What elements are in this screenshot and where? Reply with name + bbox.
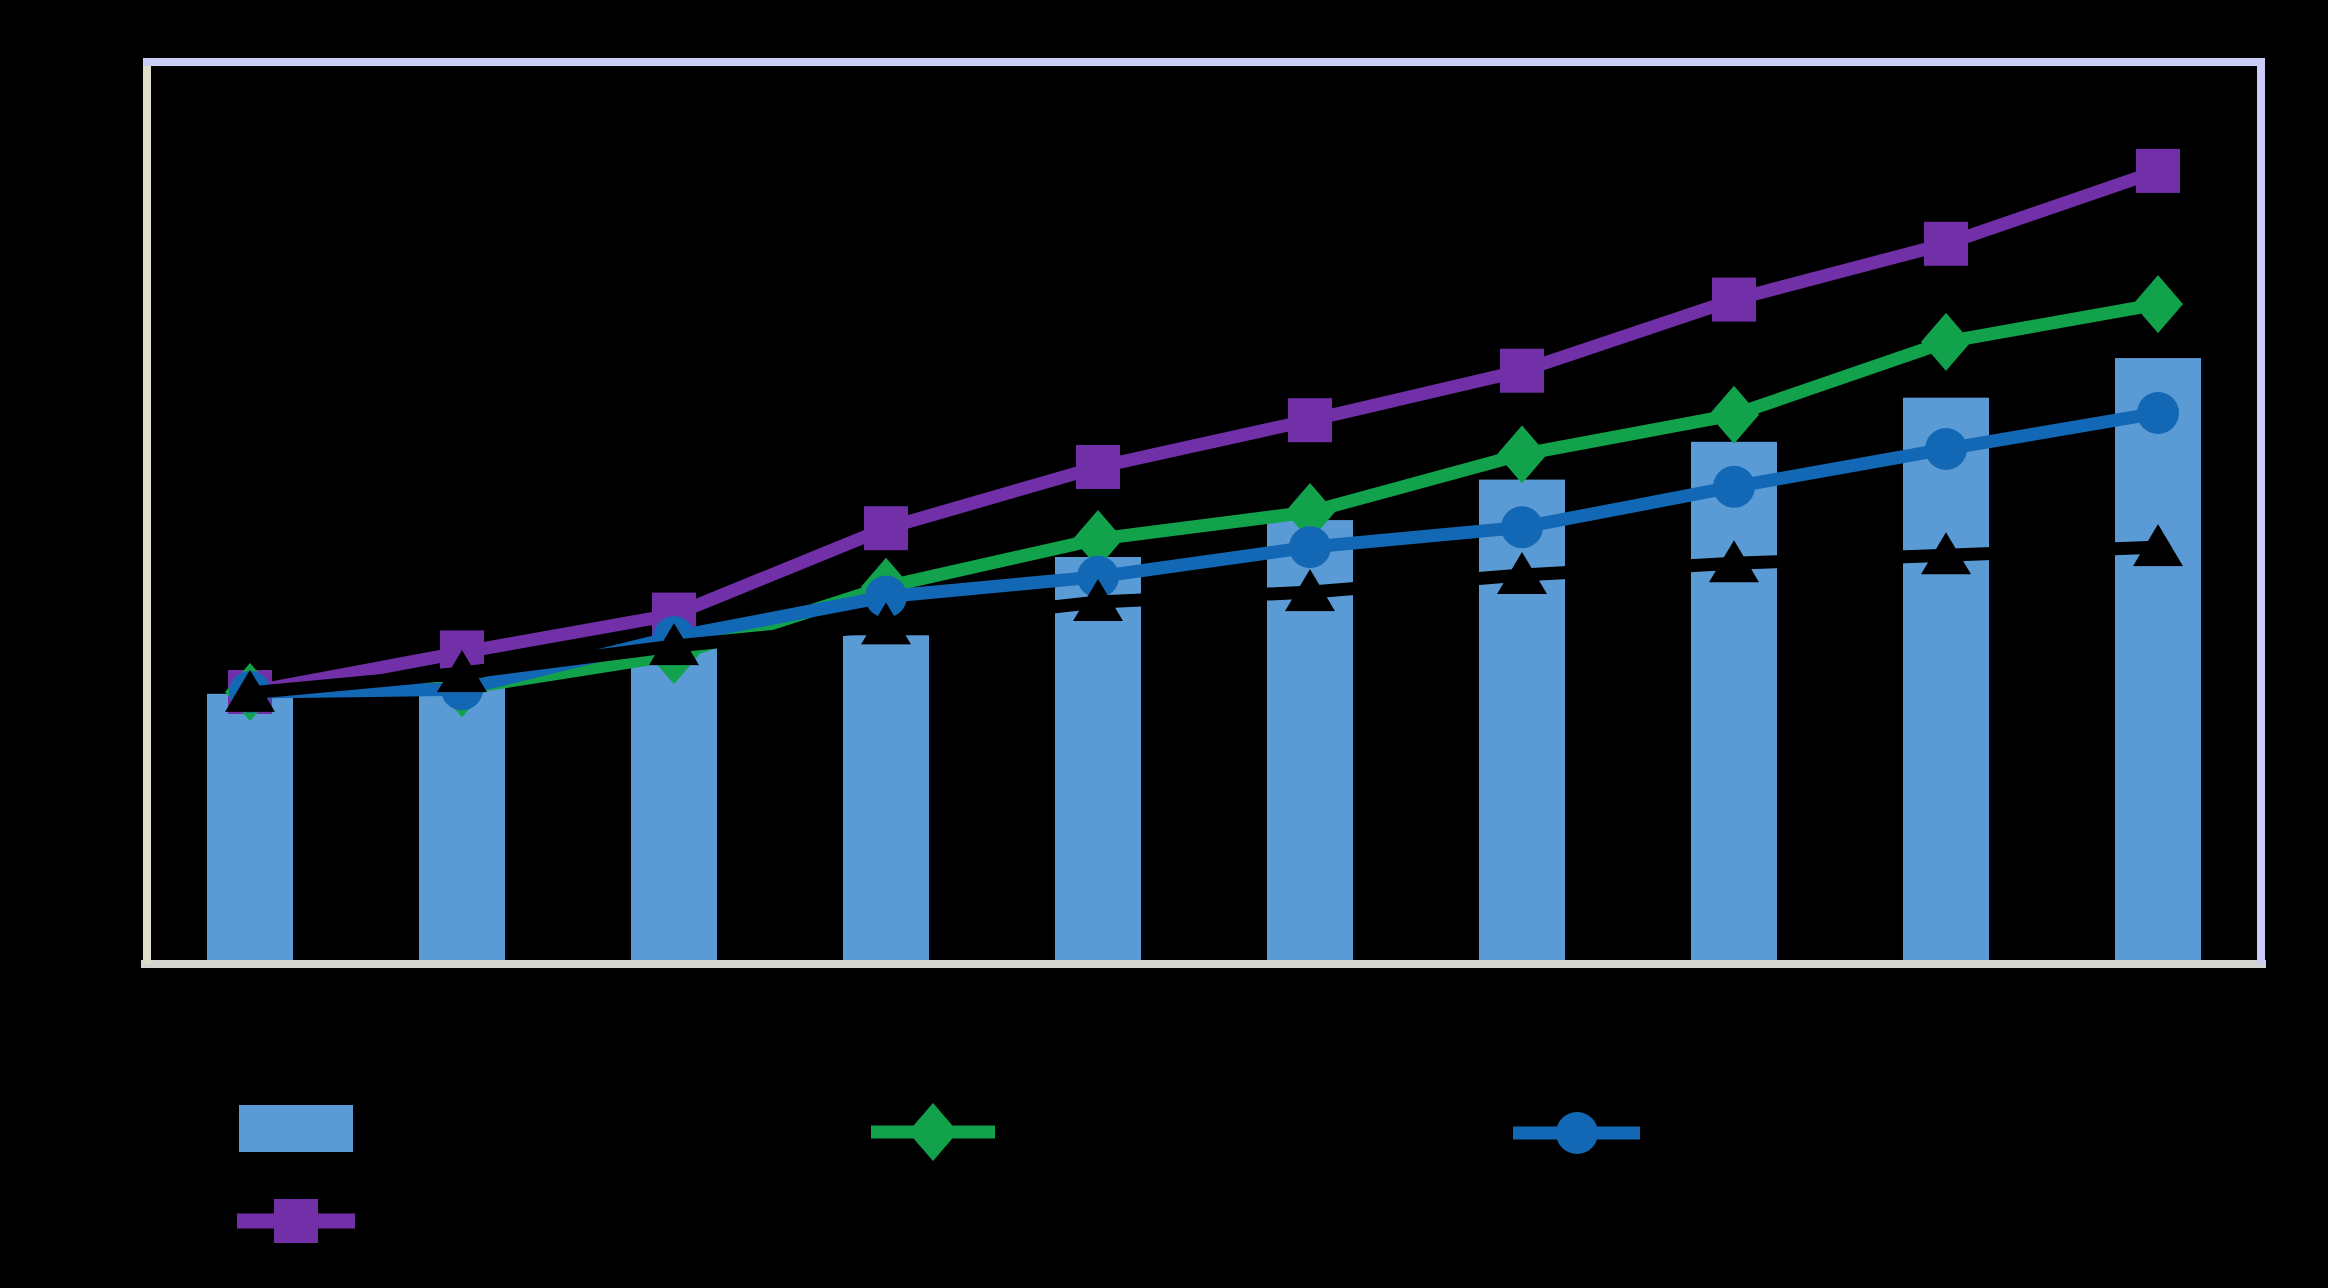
- legend-swatch-bar: [239, 1105, 353, 1152]
- diamond-marker: [1073, 510, 1123, 568]
- circle-marker: [1289, 526, 1331, 569]
- legend-item-bar-series: [239, 1105, 353, 1152]
- circle-marker: [865, 575, 907, 618]
- circle-marker: [1501, 506, 1543, 549]
- circle-marker: [1713, 465, 1755, 508]
- triangle-marker: [1285, 569, 1335, 612]
- circle-marker: [1077, 555, 1119, 598]
- diamond-marker: [1709, 385, 1759, 444]
- triangle-marker: [861, 602, 911, 645]
- square-marker: [2136, 148, 2180, 193]
- diamond-marker: [1497, 425, 1547, 484]
- diamond-marker: [2133, 275, 2183, 334]
- bar: [1055, 557, 1141, 966]
- legend-square-marker: [274, 1199, 318, 1243]
- triangle-marker: [1073, 579, 1123, 621]
- series-bar: [207, 358, 2201, 967]
- triangle-marker: [649, 623, 699, 666]
- bar: [1903, 397, 1989, 966]
- diamond-marker: [1285, 483, 1335, 541]
- triangle-marker: [1921, 532, 1971, 575]
- circle-marker: [2137, 392, 2179, 434]
- legend-diamond-marker: [908, 1103, 958, 1161]
- square-marker: [1076, 445, 1120, 489]
- purple-square-line-path: [248, 164, 2161, 699]
- triangle-marker: [1709, 540, 1759, 583]
- bar: [2115, 358, 2201, 967]
- bar: [843, 635, 929, 966]
- bar: [1691, 441, 1777, 966]
- series-black-triangle-line: [225, 524, 2183, 712]
- legend: [237, 1103, 1640, 1243]
- legend-item-blue-circle-line: [1513, 1112, 1640, 1154]
- triangle-marker: [437, 650, 487, 693]
- bar: [631, 647, 717, 966]
- square-marker: [864, 506, 908, 551]
- bar: [207, 693, 293, 966]
- square-marker: [1288, 398, 1332, 443]
- diamond-marker: [1921, 312, 1971, 371]
- legend-item-purple-square-line: [237, 1199, 355, 1243]
- bar: [419, 682, 505, 966]
- triangle-marker: [1497, 552, 1547, 594]
- square-marker: [1712, 277, 1756, 322]
- triangle-marker: [225, 669, 275, 712]
- square-marker: [1924, 221, 1968, 266]
- black-triangle-line-path: [249, 540, 2159, 700]
- triangle-marker: [2133, 524, 2183, 567]
- legend-circle-marker: [1556, 1112, 1598, 1154]
- legend-item-green-diamond-line: [871, 1103, 995, 1161]
- green-diamond-line-path: [249, 297, 2160, 699]
- circle-marker: [1925, 428, 1967, 470]
- square-marker: [1500, 348, 1544, 393]
